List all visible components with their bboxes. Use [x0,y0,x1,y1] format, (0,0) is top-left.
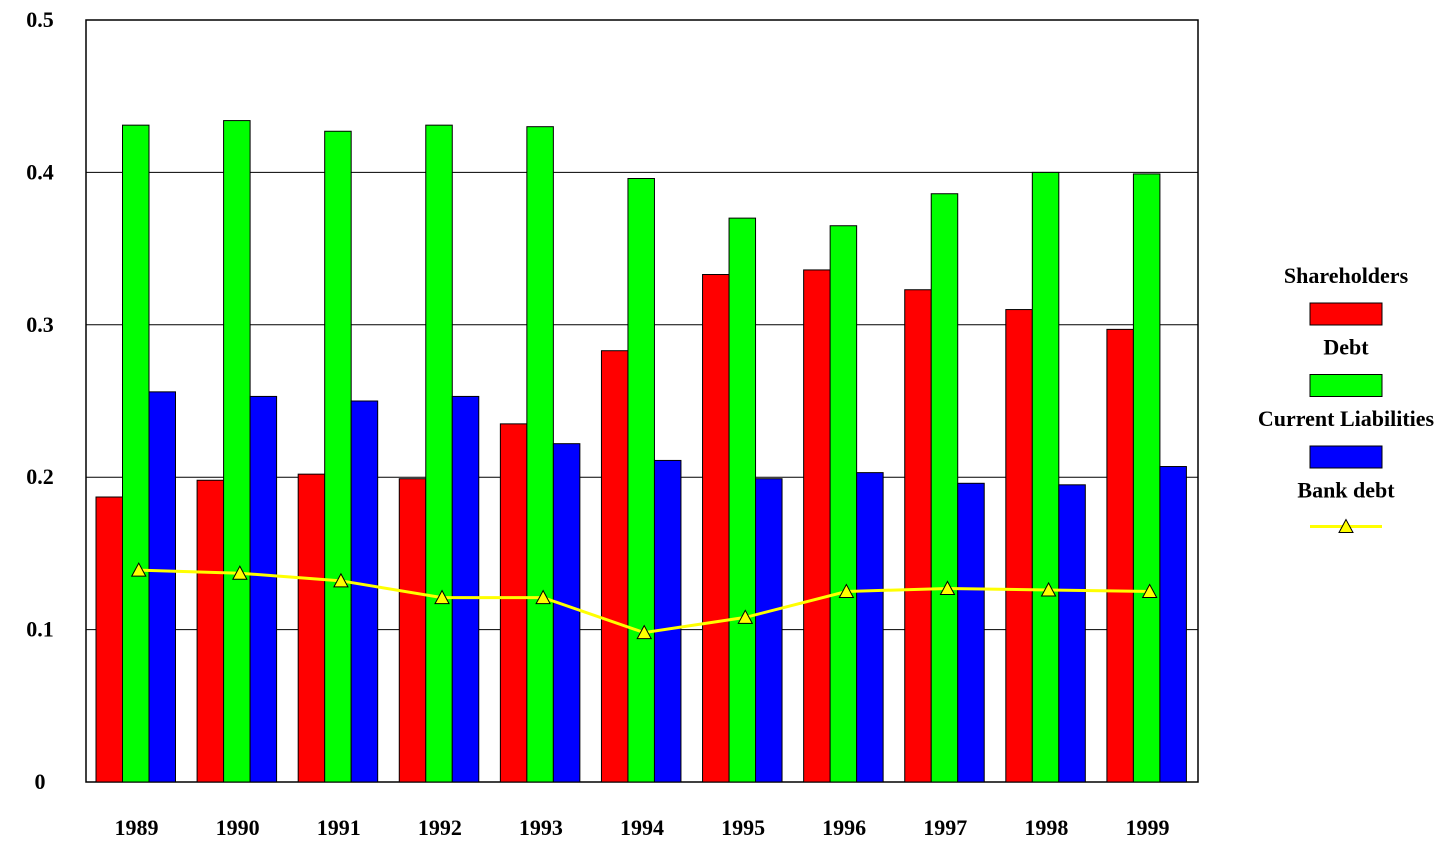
legend-swatch [1309,374,1383,397]
legend-label: Current Liabilities [1258,406,1435,431]
y-tick-label: 0.1 [26,617,54,642]
x-tick-label: 1995 [721,815,765,840]
bar [526,126,554,783]
legend-label: Bank debt [1297,478,1395,503]
line-marker [838,583,855,598]
x-tick-label: 1997 [923,815,967,840]
bar [1132,173,1161,783]
bar [196,479,225,783]
line-marker [434,589,450,605]
line-marker [939,580,956,595]
legend-swatch [1309,302,1383,326]
y-tick-label: 0.2 [26,464,54,489]
y-tick-label: 0.5 [26,7,54,32]
bar [829,225,858,783]
x-tick-label: 1990 [216,815,260,840]
bar [1159,466,1187,783]
bar [249,395,278,783]
bar [1005,309,1033,783]
bar [1106,328,1134,783]
bar [600,350,629,783]
bar [803,269,831,783]
bar [350,400,379,783]
bar [425,124,453,783]
line-marker [1141,583,1158,598]
x-tick-label: 1996 [822,815,866,840]
y-tick-label: 0 [35,769,46,794]
bar [451,395,480,783]
bar [148,391,176,783]
bar [755,478,783,783]
legend-swatch [1309,445,1383,469]
bar [1031,171,1060,783]
legend-marker [1338,518,1354,533]
x-tick-label: 1992 [418,815,462,840]
bar [904,289,932,783]
x-tick-label: 1989 [115,815,159,840]
line-marker [232,565,248,580]
x-tick-label: 1993 [519,815,563,840]
x-tick-label: 1999 [1125,815,1169,840]
bar [627,177,655,783]
bar [552,443,581,783]
bar [957,482,985,783]
x-tick-label: 1994 [620,815,664,840]
bar [702,274,730,783]
bar [856,472,884,783]
bar [728,217,757,783]
y-tick-label: 0.3 [26,312,54,337]
x-tick-label: 1998 [1024,815,1068,840]
bar [297,473,326,783]
bar [930,193,959,783]
line-marker [636,624,653,640]
bar [499,423,528,783]
line-marker [737,609,754,624]
bar [223,120,251,783]
bar [398,478,427,783]
line-marker [333,572,349,588]
legend-label: Shareholders [1284,263,1409,288]
y-tick-label: 0.4 [26,159,54,184]
bar [122,124,150,783]
line-marker [1040,581,1057,597]
bar [324,130,352,783]
legend-label: Debt [1323,335,1369,360]
line-marker [130,562,147,577]
x-tick-label: 1991 [317,815,361,840]
bar [95,496,123,783]
bar [653,459,682,783]
line-marker [535,589,551,605]
bar [1058,484,1086,783]
